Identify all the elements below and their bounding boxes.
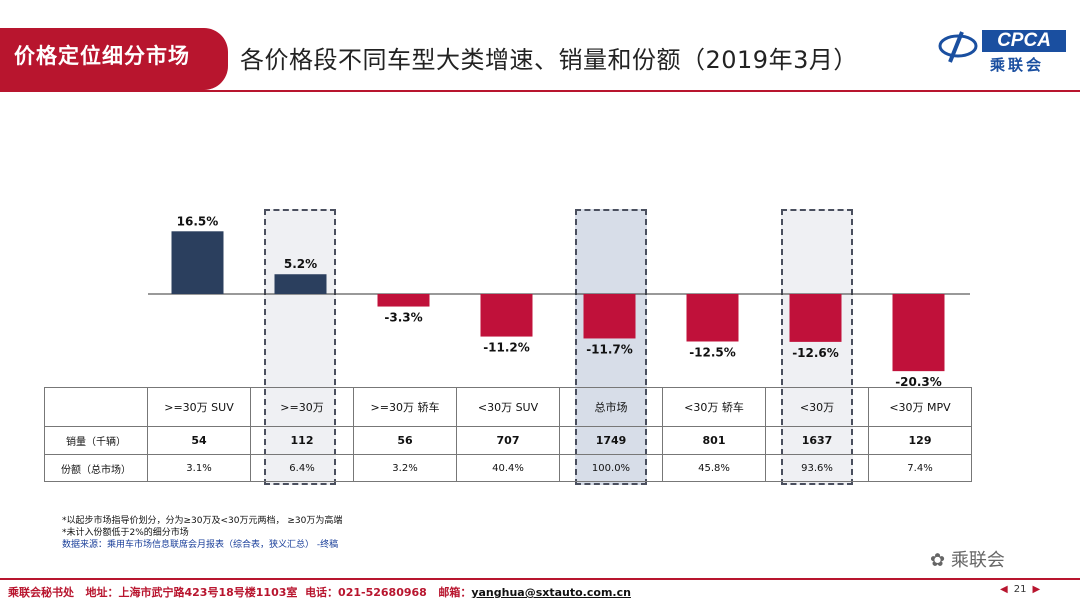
bar-value-label: -11.7% <box>586 342 633 356</box>
bar-value-label: -12.5% <box>689 346 736 360</box>
bar <box>274 274 327 294</box>
wechat-icon: ✿ <box>930 550 946 571</box>
footer-phone: 电话：021-52680968 <box>305 586 427 599</box>
table-cell: 45.8% <box>662 454 766 482</box>
header-divider <box>0 90 1080 92</box>
bar-value-label: -3.3% <box>384 311 422 325</box>
table-cell: 1637 <box>765 426 869 455</box>
cpca-logo: CPCA 乘联会 <box>932 26 1072 76</box>
data-source: 数据来源：乘用车市场信息联席会月报表（综合表，狭义汇总） -终稿 <box>62 540 339 550</box>
footer: 乘联会秘书处 地址：上海市武宁路423号18号楼1103室 电话：021-526… <box>8 584 631 600</box>
bar-value-label: 5.2% <box>284 257 317 271</box>
logo-text: CPCA <box>982 30 1066 52</box>
bar <box>892 294 945 372</box>
page-title: 各价格段不同车型大类增速、销量和份额（2019年3月） <box>240 46 858 74</box>
logo-cn: 乘联会 <box>990 56 1045 74</box>
growth-bar-chart: 16.5% 5.2% -3.3% -11.2% -11.7% -12.5% -12.6% -2… <box>148 214 970 389</box>
wechat-watermark: ✿ 乘联会 <box>930 546 1005 572</box>
table-cell: 707 <box>456 426 560 455</box>
bar-value-label: 16.5% <box>177 214 219 228</box>
prev-page-icon[interactable]: ◀ <box>1000 584 1008 595</box>
footer-address: 地址：上海市武宁路423号18号楼1103室 <box>85 586 298 599</box>
col-header: >=30万 SUV <box>147 387 251 427</box>
table-cell: 100.0% <box>559 454 663 482</box>
table-row-volume: 销量（千辆） 54 112 56 707 1749 801 1637 129 <box>44 426 972 455</box>
table-cell: 7.4% <box>868 454 972 482</box>
header-band <box>0 28 228 90</box>
row-label: 销量（千辆） <box>44 426 148 455</box>
col-header: >=30万 轿车 <box>353 387 457 427</box>
table-cell: 112 <box>250 426 354 455</box>
table-row-share: 份额（总市场） 3.1% 6.4% 3.2% 40.4% 100.0% 45.8… <box>44 454 972 482</box>
table-cell: 6.4% <box>250 454 354 482</box>
table-cell: 56 <box>353 426 457 455</box>
table-cell: 93.6% <box>765 454 869 482</box>
pager: ◀ 21 ▶ <box>1000 584 1040 595</box>
footnote-1: *以起步市场指导价划分，分为≥30万及<30万元两档， ≥30万为高端 <box>62 516 343 526</box>
footnotes: *以起步市场指导价划分，分为≥30万及<30万元两档， ≥30万为高端 *未计入… <box>62 515 342 551</box>
col-header: <30万 MPV <box>868 387 972 427</box>
table-corner <box>44 387 148 427</box>
footer-org: 乘联会秘书处 <box>8 586 74 599</box>
bar <box>377 294 430 307</box>
row-label: 份额（总市场） <box>44 454 148 482</box>
swoosh-icon <box>938 31 978 63</box>
bar <box>171 231 224 294</box>
col-header: <30万 轿车 <box>662 387 766 427</box>
table-cell: 54 <box>147 426 251 455</box>
bar-value-label: -20.3% <box>895 375 942 389</box>
bar-value-label: -11.2% <box>483 341 530 355</box>
bar <box>789 294 842 342</box>
bar <box>583 294 636 339</box>
page-number: 21 <box>1013 584 1027 595</box>
data-table: >=30万 SUV >=30万 >=30万 轿车 <30万 SUV 总市场 <3… <box>44 387 972 482</box>
table-cell: 40.4% <box>456 454 560 482</box>
table-cell: 3.1% <box>147 454 251 482</box>
bar <box>686 294 739 342</box>
footer-email-label: 邮箱： <box>438 586 472 599</box>
watermark-text: 乘联会 <box>950 550 1005 571</box>
col-header: <30万 SUV <box>456 387 560 427</box>
bar <box>480 294 533 337</box>
col-header: >=30万 <box>250 387 354 427</box>
footer-divider <box>0 578 1080 580</box>
table-cell: 3.2% <box>353 454 457 482</box>
table-cell: 129 <box>868 426 972 455</box>
bar-value-label: -12.6% <box>792 346 839 360</box>
footer-email-link[interactable]: yanghua@sxtauto.com.cn <box>471 586 631 599</box>
footnote-2: *未计入份额低于2%的细分市场 <box>62 528 189 538</box>
next-page-icon[interactable]: ▶ <box>1032 584 1041 595</box>
col-header: 总市场 <box>559 387 663 427</box>
table-header-row: >=30万 SUV >=30万 >=30万 轿车 <30万 SUV 总市场 <3… <box>44 387 972 427</box>
col-header: <30万 <box>765 387 869 427</box>
table-cell: 801 <box>662 426 766 455</box>
section-title: 价格定位细分市场 <box>14 44 190 68</box>
table-cell: 1749 <box>559 426 663 455</box>
